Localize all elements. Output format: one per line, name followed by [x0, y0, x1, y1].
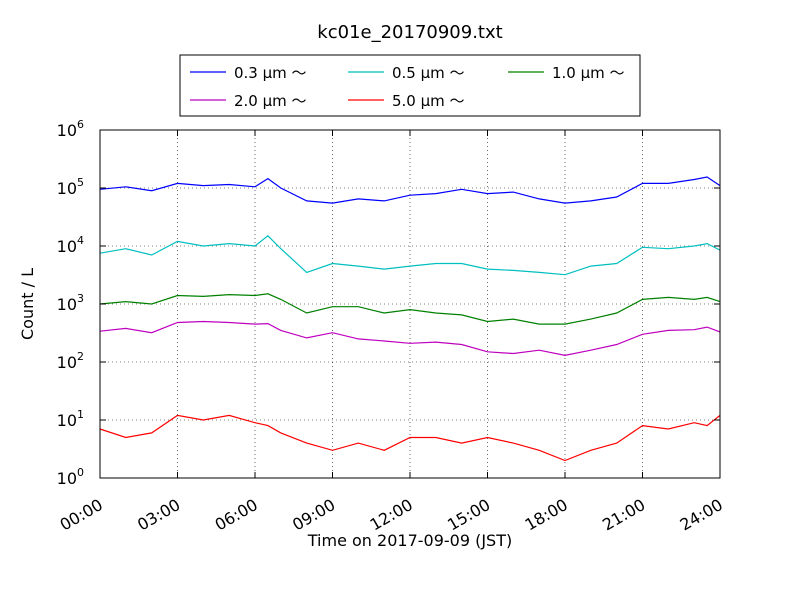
x-tick-label: 21:00	[599, 495, 648, 535]
y-tick-label: 103	[57, 292, 84, 314]
series-line-1	[99, 234, 721, 276]
y-tick-label: 105	[57, 176, 84, 198]
legend-label: 1.0 μm ～	[552, 64, 625, 82]
x-tick-label: 12:00	[367, 495, 416, 535]
x-tick-label: 06:00	[212, 495, 261, 535]
legend-label: 5.0 μm ～	[392, 92, 465, 110]
legend: 0.3 μm ～ 0.5 μm ～ 1.0 μm ～ 2.0 μm ～ 5.0 μm ～	[179, 54, 641, 117]
x-tick-label: 15:00	[444, 495, 493, 535]
legend-label: 2.0 μm ～	[234, 92, 307, 110]
y-tick-label: 104	[57, 234, 84, 256]
series-line-0	[99, 176, 721, 204]
y-tick-label: 100	[57, 466, 84, 488]
legend-label: 0.3 μm ～	[234, 64, 307, 82]
chart-title: kc01e_20170909.txt	[317, 22, 502, 43]
x-tick-label: 24:00	[677, 495, 726, 535]
series-line-4	[99, 414, 721, 462]
x-tick-label: 03:00	[134, 495, 183, 535]
legend-label: 0.5 μm ～	[392, 64, 465, 82]
legend-box	[179, 54, 641, 117]
series-layer	[99, 176, 721, 462]
series-line-2	[99, 293, 721, 325]
y-tick-label: 102	[57, 350, 84, 372]
x-tick-labels: 00:00 03:00 06:00 09:00 12:00 15:00 18:00 21:00…	[57, 130, 726, 535]
series-line-3	[99, 320, 721, 357]
y-tick-label: 106	[57, 118, 84, 140]
grid	[100, 130, 720, 478]
y-tick-labels: 100 101 102 103 104 105 106	[57, 118, 720, 488]
y-tick-label: 101	[57, 408, 84, 430]
x-tick-label: 18:00	[522, 495, 571, 535]
x-axis-label: Time on 2017-09-09 (JST)	[307, 531, 512, 550]
x-tick-label: 00:00	[57, 495, 106, 535]
x-tick-label: 09:00	[289, 495, 338, 535]
y-axis-label: Count / L	[18, 268, 37, 340]
legend-items: 0.3 μm ～ 0.5 μm ～ 1.0 μm ～ 2.0 μm ～ 5.0 μm ～	[190, 64, 625, 110]
